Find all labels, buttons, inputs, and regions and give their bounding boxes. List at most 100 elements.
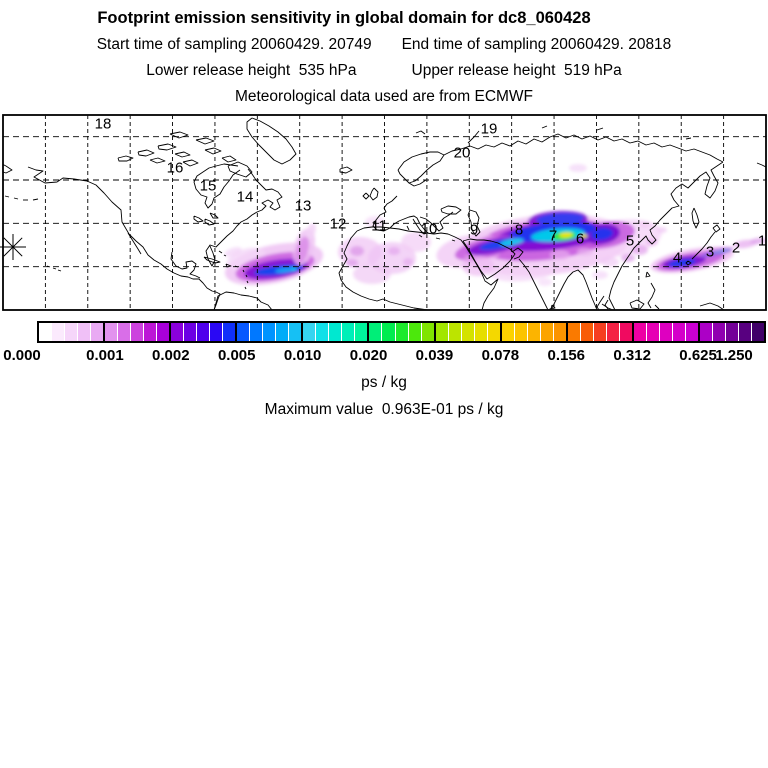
plume-blob: [346, 259, 358, 267]
coastline: [137, 149, 155, 157]
coastline: [204, 218, 215, 226]
colorbar-cell: [197, 323, 210, 341]
coastline: [245, 274, 248, 278]
coastline: [467, 209, 481, 237]
plume-blob: [350, 246, 364, 256]
colorbar-cell: [738, 323, 751, 341]
coastline: [415, 130, 426, 135]
coastline: [221, 155, 237, 163]
units-label: ps / kg: [361, 374, 407, 391]
trajectory-label: 10: [421, 221, 438, 238]
coastline: [203, 256, 221, 264]
colorbar-cell: [316, 323, 329, 341]
colorbar-segment: [237, 323, 304, 341]
trajectory-label: 9: [470, 222, 478, 239]
release-heights-line: Lower release height 535 hPa Upper relea…: [0, 62, 768, 80]
colorbar-cell: [105, 323, 118, 341]
colorbar-cell: [237, 323, 250, 341]
plume-blob: [531, 228, 585, 242]
plume-blob: [698, 246, 734, 258]
colorbar-tick-label: 0.001: [86, 347, 124, 364]
plume-blob: [460, 214, 630, 276]
colorbar-cell: [39, 323, 52, 341]
plume-blob: [403, 258, 413, 266]
plume-blob: [500, 238, 524, 246]
coastline: [467, 130, 480, 144]
coastline: [204, 147, 222, 155]
trajectory-label: 15: [200, 178, 217, 195]
coastline: [205, 168, 283, 267]
colorbar-segment: [105, 323, 172, 341]
plume-blob: [305, 223, 317, 239]
colorbar-tick-label: 0.002: [152, 347, 190, 364]
colorbar-cell: [593, 323, 606, 341]
coastline: [685, 260, 692, 266]
plume-blob: [226, 247, 266, 271]
coastline: [57, 269, 62, 272]
plume-blob: [338, 237, 382, 267]
plume-blob: [487, 254, 563, 282]
colorbar-cell: [487, 323, 500, 341]
colorbar-cell: [725, 323, 738, 341]
plume-blob: [580, 234, 588, 238]
coastline: [225, 263, 232, 268]
coastline: [601, 303, 613, 310]
sampling-times-line: Start time of sampling 20060429. 20749 E…: [0, 36, 768, 54]
colorbar-segment: [501, 323, 568, 341]
plume-blob: [479, 237, 523, 251]
coastline: [604, 299, 609, 310]
colorbar-cell: [329, 323, 342, 341]
coastline: [406, 225, 410, 231]
plume-blob: [462, 256, 494, 276]
colorbar-cell: [276, 323, 289, 341]
colorbar-tick-label: 0.005: [217, 347, 256, 364]
coastlines: [3, 117, 766, 310]
coastline: [32, 198, 39, 201]
plume-blob: [750, 237, 766, 245]
plume-blob: [477, 218, 613, 262]
coastline: [209, 212, 219, 219]
plume-blob: [577, 248, 593, 256]
trajectory-label: 8: [515, 222, 523, 239]
colorbar-cell: [659, 323, 672, 341]
coastline: [654, 304, 660, 310]
plume-blob: [528, 210, 588, 230]
plume-blob: [591, 227, 613, 241]
plume-blob: [436, 234, 504, 268]
colorbar-cell: [91, 323, 104, 341]
coastline: [462, 238, 516, 280]
coastline: [117, 155, 134, 162]
coastline: [511, 247, 524, 260]
coastline: [193, 215, 204, 223]
colorbar-cell: [712, 323, 725, 341]
coastline: [418, 234, 423, 238]
colorbar-tick-label: 0.078: [481, 347, 520, 364]
coastline: [27, 166, 221, 310]
colorbar-cell: [303, 323, 316, 341]
colorbar-cell: [395, 323, 408, 341]
colorbar-segment: [435, 323, 502, 341]
coastline: [645, 271, 651, 278]
colorbar-cell: [157, 323, 170, 341]
colorbar-tick-label: 0.039: [415, 347, 454, 364]
coastline: [218, 250, 223, 254]
colorbar-cell: [65, 323, 78, 341]
coastline: [213, 291, 272, 310]
coastline: [195, 137, 215, 145]
plume-blob: [657, 227, 667, 233]
colorbar-cell: [131, 323, 144, 341]
colorbar-cell: [540, 323, 553, 341]
coastline: [712, 224, 721, 233]
colorbar-cell: [52, 323, 65, 341]
colorbar-cell: [421, 323, 434, 341]
page-title: Footprint emission sensitivity in global…: [97, 9, 591, 27]
colorbar-cell: [619, 323, 632, 341]
coastline: [647, 282, 656, 309]
plume-blob: [552, 231, 576, 241]
plume-blob: [559, 232, 573, 238]
coastline: [46, 265, 51, 268]
plume-blob: [621, 254, 635, 262]
colorbar-segment: [303, 323, 370, 341]
plume-blob: [601, 257, 619, 267]
coastline: [234, 265, 239, 268]
